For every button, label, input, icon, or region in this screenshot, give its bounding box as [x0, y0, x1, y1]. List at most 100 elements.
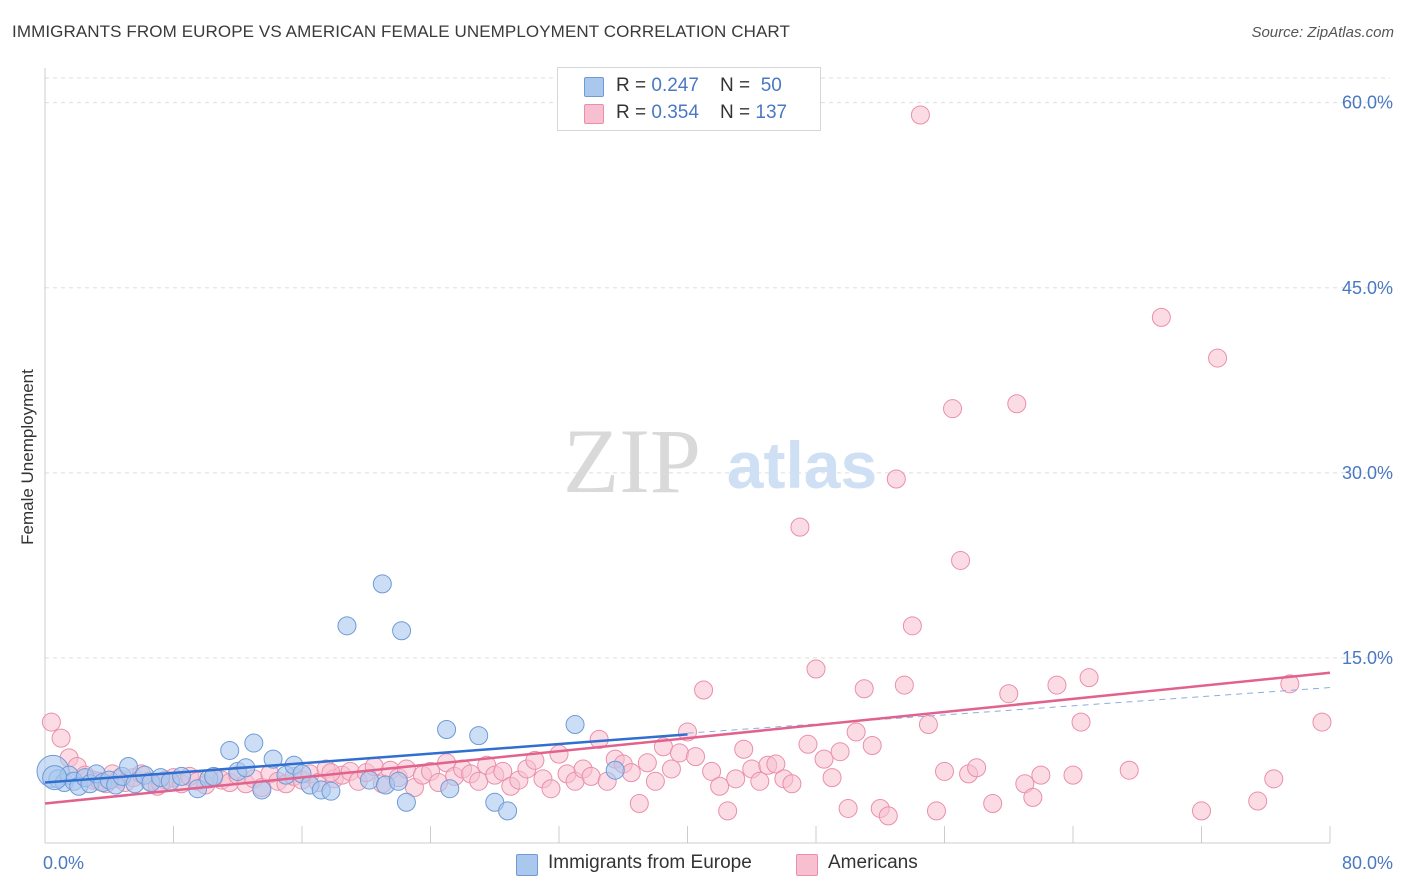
americans-point: [637, 753, 657, 773]
americans-point: [1192, 801, 1211, 821]
europe-point: [172, 766, 192, 786]
europe-n-value: 50: [760, 75, 782, 96]
americans-point: [549, 744, 569, 764]
axes: [44, 68, 1331, 844]
americans-point: [1312, 712, 1332, 732]
americans-point: [41, 712, 61, 732]
americans-point: [661, 759, 681, 779]
americans-point: [1151, 307, 1171, 327]
americans-point: [830, 742, 850, 762]
europe-point: [605, 760, 625, 780]
y-tick-label: 15.0%: [1342, 648, 1393, 668]
americans-point: [1248, 791, 1268, 811]
americans-point: [1047, 675, 1067, 695]
bottom-americans-swatch: [796, 854, 818, 876]
bottom-europe-label: Immigrants from Europe: [548, 852, 752, 873]
americans-n-label: N =: [720, 102, 756, 123]
europe-point: [220, 740, 240, 760]
europe-n-label: N =: [720, 75, 756, 96]
europe-point: [469, 726, 489, 746]
trend-lines: [44, 671, 1331, 805]
americans-point: [750, 771, 770, 791]
europe-point: [244, 733, 264, 753]
europe-point: [372, 574, 392, 594]
americans-point: [951, 550, 971, 570]
americans-swatch: [584, 104, 604, 124]
europe-swatch: [584, 77, 604, 97]
americans-point: [541, 779, 561, 799]
americans-point: [838, 798, 858, 818]
americans-point: [846, 722, 866, 742]
americans-point: [918, 715, 938, 735]
europe-point: [263, 749, 283, 769]
americans-point: [493, 761, 513, 781]
europe-point: [359, 770, 379, 790]
europe-point: [388, 771, 408, 791]
europe-point: [498, 801, 518, 821]
y-tick-label: 60.0%: [1342, 93, 1393, 113]
americans-point: [629, 794, 649, 814]
americans-point: [1079, 668, 1099, 688]
americans-point: [718, 801, 738, 821]
europe-trend-extension: [687, 687, 1331, 734]
europe-point: [440, 779, 460, 799]
watermark-zip: ZIP: [563, 410, 701, 512]
americans-point: [790, 517, 810, 537]
americans-point: [621, 763, 641, 783]
americans-point: [910, 105, 930, 125]
americans-r-label: R =: [616, 102, 652, 123]
americans-point: [766, 754, 786, 774]
bottom-europe-swatch: [516, 854, 538, 876]
americans-point: [734, 739, 754, 759]
europe-r-label: R =: [616, 75, 652, 96]
americans-point: [469, 771, 489, 791]
source-label: Source: ZipAtlas.com: [1251, 24, 1394, 41]
europe-point: [396, 792, 416, 812]
americans-point: [822, 768, 842, 788]
americans-point: [1264, 769, 1284, 789]
americans-point: [669, 743, 689, 763]
americans-point: [806, 659, 826, 679]
bottom-americans-label: Americans: [828, 852, 918, 873]
americans-point: [854, 679, 874, 699]
americans-point: [943, 399, 963, 419]
americans-point: [935, 761, 954, 781]
americans-point: [686, 747, 706, 767]
y-tick-label: 30.0%: [1342, 463, 1393, 483]
americans-point: [1208, 348, 1228, 368]
americans-trend-line: [44, 671, 1331, 805]
americans-point: [1280, 674, 1300, 694]
americans-point: [814, 749, 834, 769]
europe-point: [252, 780, 272, 800]
europe-point: [437, 719, 457, 739]
americans-point: [702, 761, 722, 781]
watermark: ZIP atlas: [563, 410, 877, 512]
europe-point: [392, 621, 412, 641]
americans-point: [1119, 760, 1139, 780]
americans-point: [1007, 394, 1027, 414]
x-tick-label: 0.0%: [43, 853, 84, 873]
americans-point: [1023, 787, 1043, 807]
americans-point: [983, 794, 1003, 814]
americans-point: [581, 766, 601, 786]
y-tick-label: 45.0%: [1342, 278, 1393, 298]
y-axis-label: Female Unemployment: [18, 369, 37, 545]
americans-point: [1031, 765, 1051, 785]
americans-point: [782, 774, 802, 794]
americans-point: [926, 801, 946, 821]
europe-point: [337, 616, 357, 636]
chart-title: IMMIGRANTS FROM EUROPE VS AMERICAN FEMAL…: [12, 22, 790, 41]
americans-point: [862, 736, 882, 756]
americans-point: [726, 769, 746, 789]
americans-point: [999, 684, 1019, 704]
europe-point: [42, 765, 68, 791]
americans-point: [878, 806, 898, 826]
tick-labels: 15.0% 30.0% 45.0% 60.0% 0.0% 80.0%: [43, 93, 1393, 873]
americans-point: [1063, 765, 1083, 785]
europe-point: [565, 715, 585, 735]
americans-r-value: 0.354: [651, 102, 699, 123]
europe-point: [119, 757, 139, 776]
americans-point: [1071, 712, 1091, 732]
americans-point: [645, 771, 665, 791]
